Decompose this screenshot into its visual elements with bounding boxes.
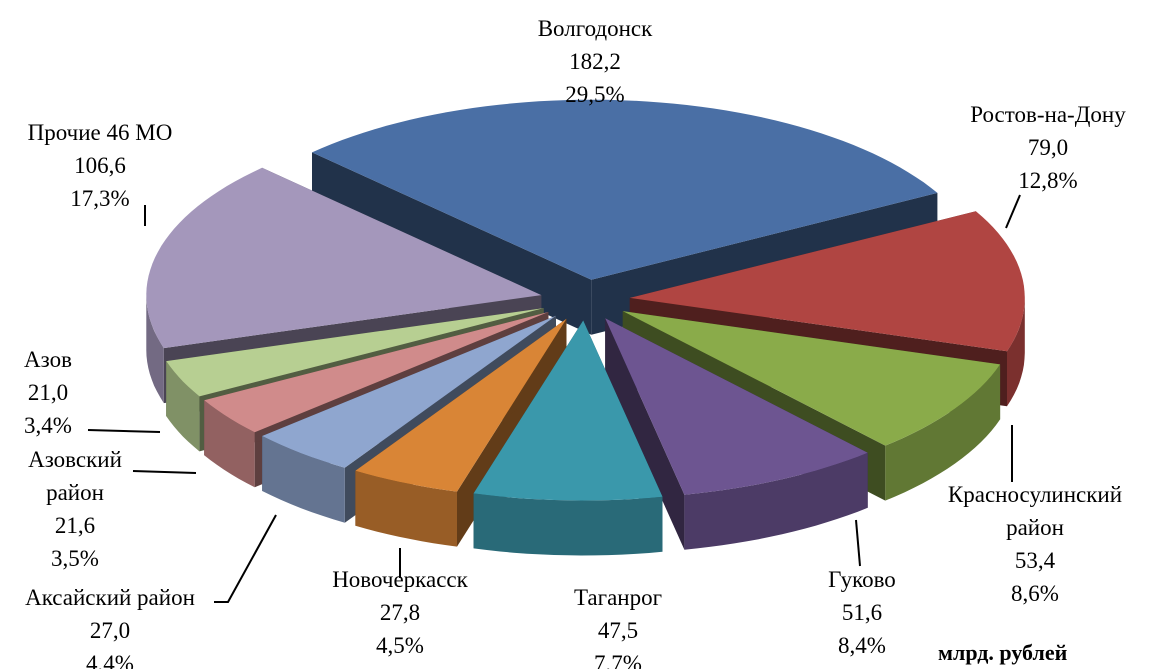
slice-wall	[262, 436, 345, 523]
slice	[629, 211, 1025, 352]
category-label: Таганрог	[573, 585, 663, 610]
slice-label: Азовский район 21,6 3,5%	[15, 443, 135, 575]
category-label: Волгодонск	[537, 16, 653, 41]
slice-wall	[355, 470, 457, 547]
share-label: 4,5%	[376, 633, 424, 658]
value-label: 27,0	[89, 618, 131, 643]
slice-label: Прочие 46 МО 106,6 17,3%	[0, 116, 210, 215]
slice	[355, 318, 567, 492]
slice	[146, 167, 542, 349]
category-label: Гуково	[828, 567, 896, 592]
category-label: Азов	[24, 347, 72, 372]
slice-side	[605, 318, 685, 550]
category-label: Новочеркасск	[332, 567, 468, 592]
value-label: 182,2	[569, 49, 621, 74]
category-label: Азовский район	[28, 447, 122, 505]
share-label: 8,4%	[838, 633, 886, 658]
leader-line	[1005, 194, 1021, 229]
category-label: Ростов-на-Дону	[970, 102, 1126, 127]
slice	[204, 312, 549, 433]
slice	[605, 318, 868, 495]
slice	[473, 320, 663, 501]
category-label: Красносулинский район	[947, 482, 1123, 540]
share-label: 4,4%	[86, 651, 134, 669]
value-label: 51,6	[841, 600, 883, 625]
slice-label: Новочеркасск 27,8 4,5%	[290, 563, 510, 662]
slice-wall	[146, 295, 164, 404]
share-label: 8,6%	[1011, 581, 1059, 606]
slice-label: Аксайский район 27,0 4,4%	[0, 581, 240, 669]
share-label: 7,7%	[594, 651, 642, 669]
slice-label: Красносулинский район 53,4 8,6%	[930, 478, 1140, 610]
share-label: 17,3%	[70, 186, 130, 211]
share-label: 12,8%	[1018, 168, 1078, 193]
share-label: 3,5%	[51, 546, 99, 571]
slice-wall	[204, 400, 255, 488]
slice	[166, 308, 544, 397]
value-label: 21,6	[54, 513, 96, 538]
category-label: Прочие 46 МО	[27, 120, 173, 145]
share-label: 3,4%	[24, 413, 72, 438]
category-label: Аксайский район	[25, 585, 195, 610]
leader-lines	[87, 194, 1021, 603]
slice-wall	[885, 364, 1001, 501]
slice	[622, 311, 1001, 446]
leader-line	[214, 514, 277, 603]
slice-label: Гуково 51,6 8,4%	[787, 563, 937, 662]
value-label: 21,0	[27, 380, 69, 405]
value-label: 53,4	[1014, 548, 1056, 573]
slice-wall	[473, 493, 663, 556]
leader-line	[87, 429, 161, 433]
slice-label: Ростов-на-Дону 79,0 12,8%	[923, 98, 1149, 197]
slice-wall	[684, 452, 868, 550]
share-label: 29,5%	[565, 82, 625, 107]
leader-line	[855, 519, 861, 567]
slice-label: Азов 21,0 3,4%	[3, 343, 93, 442]
value-label: 47,5	[597, 618, 639, 643]
leader-line	[132, 470, 197, 474]
value-label: 106,6	[74, 153, 126, 178]
value-label: 79,0	[1027, 135, 1069, 160]
slice	[262, 315, 556, 468]
unit-label: млрд. рублей	[938, 640, 1068, 665]
slice	[312, 99, 938, 280]
slice-wall	[1007, 297, 1025, 407]
slice-side	[204, 312, 549, 456]
value-label: 27,8	[379, 600, 421, 625]
slice-label: Волгодонск 182,2 29,5%	[445, 12, 745, 111]
slice-wall	[166, 361, 200, 452]
slice-label: Таганрог 47,5 7,7%	[518, 581, 718, 669]
